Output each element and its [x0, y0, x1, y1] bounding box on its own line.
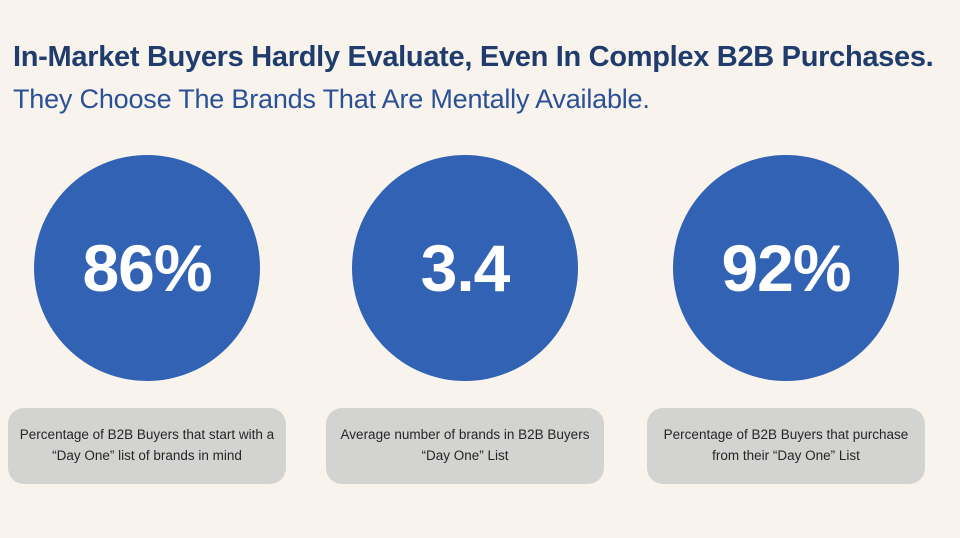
stat-caption-86-percent: Percentage of B2B Buyers that start with… [8, 408, 286, 484]
stat-group-day-one-start: 86% Percentage of B2B Buyers that start … [8, 155, 286, 484]
stat-circle-86-percent: 86% [34, 155, 260, 381]
stat-group-average-brands: 3.4 Average number of brands in B2B Buye… [326, 155, 604, 484]
stat-value-3-4: 3.4 [420, 231, 511, 305]
stat-value-86-percent: 86% [82, 231, 212, 305]
stat-caption-3-4: Average number of brands in B2B Buyers “… [326, 408, 604, 484]
slide-title: In-Market Buyers Hardly Evaluate, Even I… [13, 41, 934, 73]
stat-circle-3-4: 3.4 [352, 155, 578, 381]
stat-group-purchase-from-list: 92% Percentage of B2B Buyers that purcha… [647, 155, 925, 484]
slide-subtitle: They Choose The Brands That Are Mentally… [13, 84, 650, 114]
stat-circle-92-percent: 92% [673, 155, 899, 381]
stat-caption-92-percent: Percentage of B2B Buyers that purchase f… [647, 408, 925, 484]
stat-value-92-percent: 92% [721, 231, 851, 305]
